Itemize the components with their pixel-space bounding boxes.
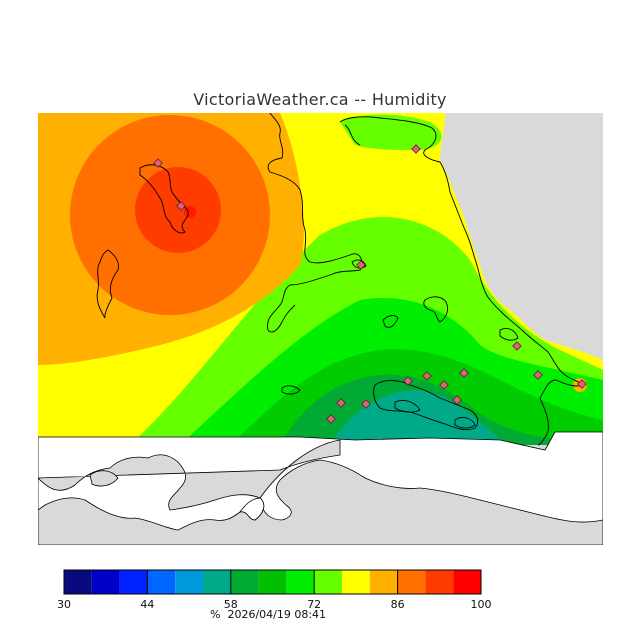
- colorbar-swatch: [91, 570, 120, 594]
- station-marker: [356, 260, 366, 270]
- legend-caption: % 2026/04/19 08:41: [210, 608, 326, 621]
- colorbar-swatch: [425, 570, 454, 594]
- station-marker: [533, 370, 543, 380]
- legend-unit: %: [210, 608, 221, 621]
- colorbar-swatch: [175, 570, 203, 594]
- station-marker: [153, 158, 163, 168]
- station-marker: [512, 341, 522, 351]
- colorbar-tick-label: 100: [471, 598, 492, 611]
- colorbar-swatch: [342, 570, 370, 594]
- legend-timestamp: 2026/04/19 08:41: [227, 608, 327, 621]
- colorbar-tick-label: 86: [391, 598, 405, 611]
- station-marker: [403, 376, 413, 386]
- colorbar-swatch: [230, 570, 259, 594]
- colorbar-swatch: [119, 570, 148, 594]
- colorbar-swatches: [63, 569, 482, 595]
- colorbar-swatch: [258, 570, 287, 594]
- mainland-east: [440, 113, 603, 360]
- colorbar-swatch: [64, 570, 92, 594]
- station-marker: [452, 395, 462, 405]
- station-marker: [459, 368, 469, 378]
- colorbar-swatch: [147, 570, 176, 594]
- station-marker: [439, 380, 449, 390]
- station-marker: [176, 201, 186, 211]
- colorbar-tick-label: 58: [224, 598, 238, 611]
- page-title: VictoriaWeather.ca -- Humidity: [193, 90, 447, 109]
- station-marker: [326, 414, 336, 424]
- colorbar-tick-label: 30: [57, 598, 71, 611]
- colorbar-swatch: [286, 570, 315, 594]
- colorbar-swatch: [453, 570, 481, 594]
- islands: [96, 164, 519, 431]
- southern-landmass: [38, 439, 603, 545]
- station-marker: [422, 371, 432, 381]
- colorbar-ticks: 30 44 58 72 86 100: [57, 570, 492, 611]
- colorbar-swatch: [314, 570, 342, 594]
- station-marker: [411, 144, 421, 154]
- colorbar-frame: [63, 569, 482, 595]
- station-marker: [361, 399, 371, 409]
- colorbar-tick-label: 44: [140, 598, 154, 611]
- coastlines: [267, 113, 587, 446]
- colorbar-swatch: [397, 570, 426, 594]
- weather-stations: [153, 144, 587, 424]
- colorbar-swatch: [369, 570, 398, 594]
- colorbar-swatch: [203, 570, 231, 594]
- station-marker: [577, 379, 587, 389]
- colorbar-tick-label: 72: [307, 598, 321, 611]
- station-marker: [336, 398, 346, 408]
